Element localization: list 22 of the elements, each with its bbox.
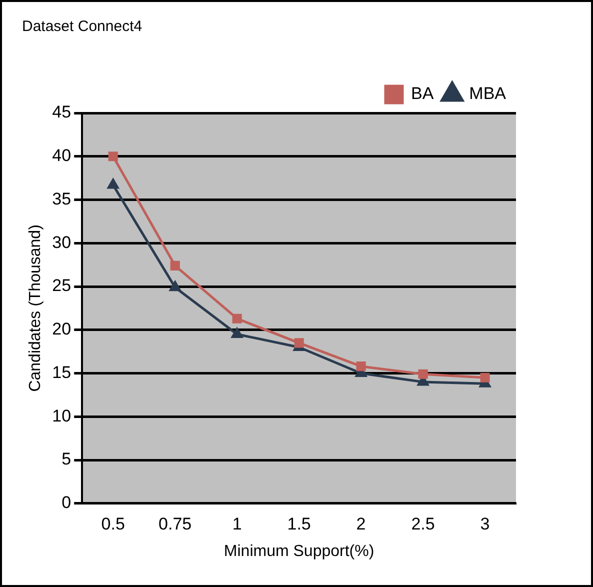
y-tick-label: 0 <box>62 493 72 512</box>
y-tick-label: 20 <box>52 320 72 339</box>
x-tick-label: 0.75 <box>158 514 192 534</box>
y-tick-label: 10 <box>52 406 72 426</box>
chart-title: Dataset Connect4 <box>22 18 142 36</box>
y-tick-label: 25 <box>52 276 72 296</box>
x-tick-label: 1.5 <box>287 514 311 534</box>
x-tick-label: 2.5 <box>411 514 435 534</box>
x-axis-title: Minimum Support(%) <box>224 542 374 560</box>
x-tick-label: 1 <box>232 514 242 534</box>
x-tick-label: 3 <box>480 514 490 534</box>
x-tick-label: 0.5 <box>101 514 125 534</box>
y-tick-label: 30 <box>52 232 72 252</box>
y-tick-label: 15 <box>52 362 72 382</box>
x-tick-label: 2 <box>356 514 366 534</box>
y-tick-label: 35 <box>52 189 72 208</box>
y-tick-label: 45 <box>52 102 72 122</box>
y-axis-title: Candidates (Thousand) <box>27 224 44 392</box>
legend-label: MBA <box>469 84 507 104</box>
y-tick-label: 40 <box>52 146 72 166</box>
legend-label: BA <box>410 84 434 104</box>
y-tick-label: 5 <box>62 450 72 469</box>
